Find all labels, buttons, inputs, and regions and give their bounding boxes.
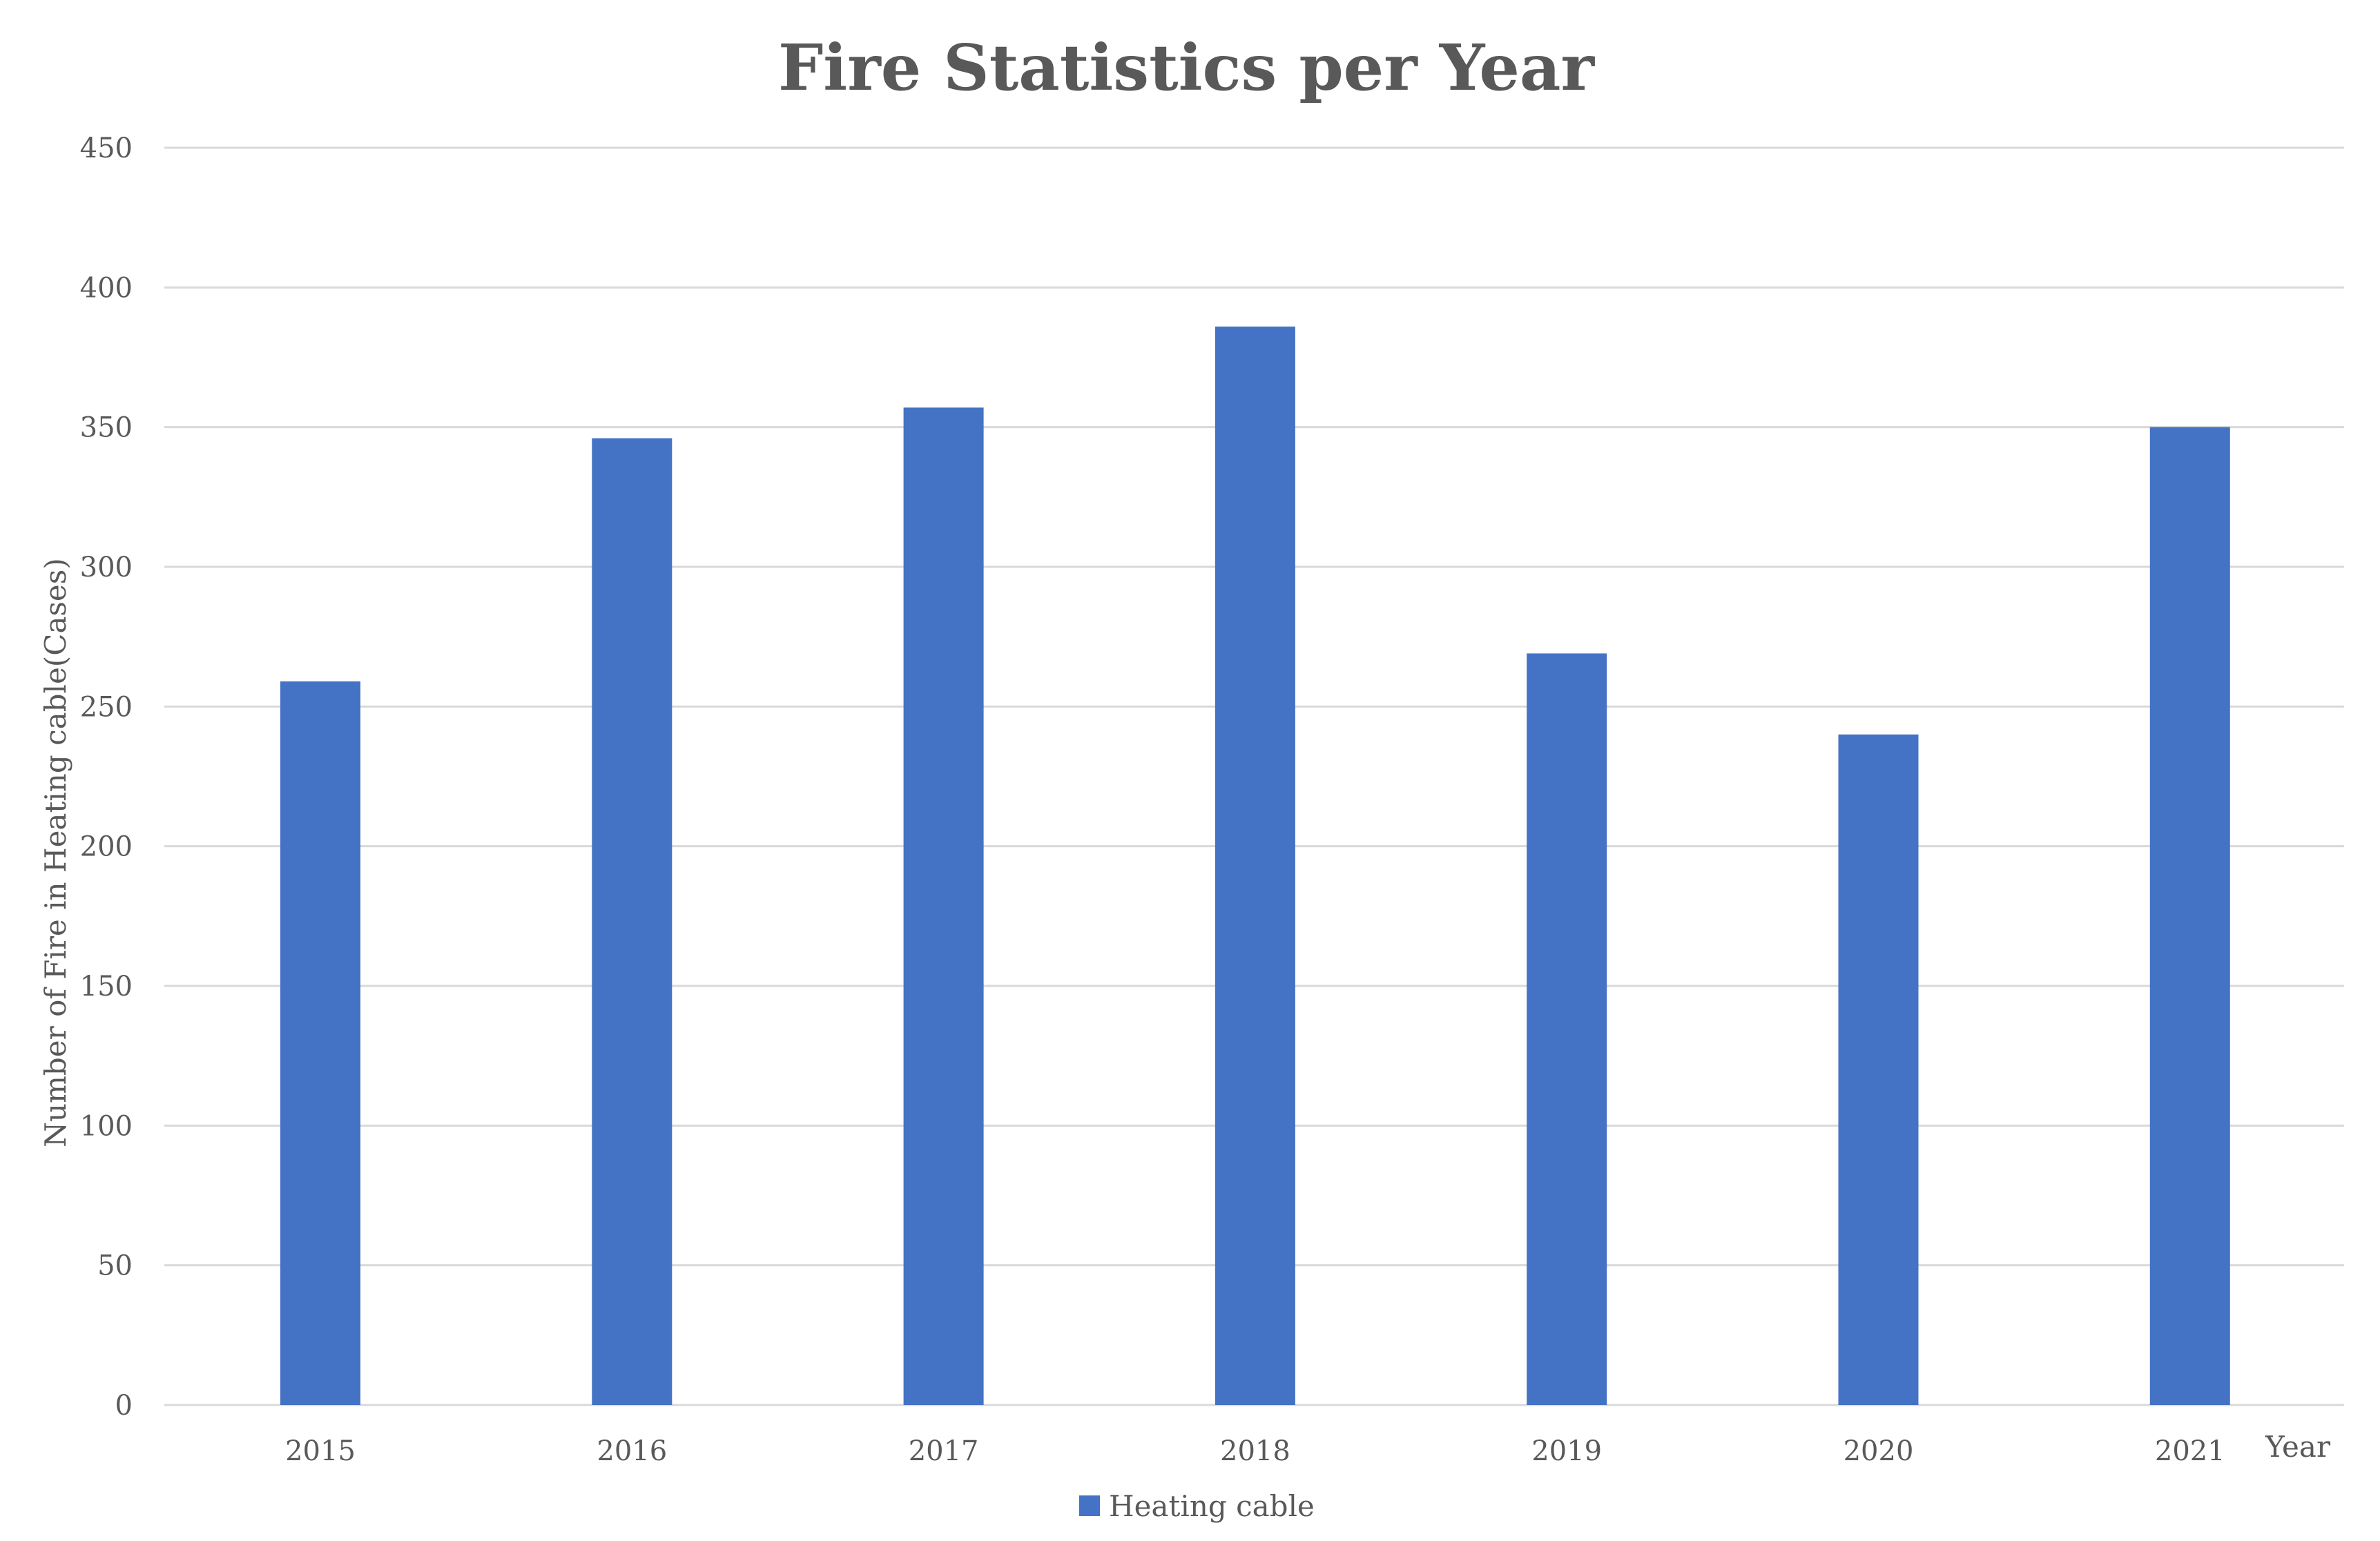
- bar-2017: [903, 407, 984, 1405]
- y-tick-label-0: 0: [115, 1390, 133, 1422]
- x-tick-label-2019: 2019: [1531, 1435, 1602, 1467]
- y-tick-label-400: 400: [80, 272, 133, 304]
- bar-2016: [592, 438, 673, 1406]
- bar-2020: [1838, 734, 1919, 1405]
- chart-title: Fire Statistics per Year: [778, 30, 1596, 105]
- x-axis-tick-labels: 2015 2016 2017 2018 2019 2020 2021: [285, 1435, 2225, 1467]
- y-tick-label-100: 100: [80, 1110, 133, 1142]
- legend-label-heating-cable: Heating cable: [1109, 1489, 1315, 1523]
- y-axis-tick-labels: 0 50 100 150 200 250 300 350 400 450: [80, 133, 133, 1422]
- x-tick-label-2021: 2021: [2155, 1435, 2225, 1467]
- x-tick-label-2020: 2020: [1844, 1435, 1914, 1467]
- y-axis-label: Number of Fire in Heating cable(Cases): [39, 558, 72, 1147]
- legend-swatch-heating-cable: [1079, 1495, 1100, 1516]
- bar-2021: [2149, 427, 2230, 1405]
- bar-2018: [1215, 326, 1295, 1405]
- x-axis-label: Year: [2265, 1430, 2331, 1464]
- y-tick-label-200: 200: [80, 831, 133, 863]
- y-tick-label-50: 50: [97, 1250, 133, 1282]
- x-tick-label-2017: 2017: [909, 1435, 979, 1467]
- bar-2015: [280, 681, 360, 1405]
- bar-2019: [1527, 653, 1607, 1405]
- y-tick-label-300: 300: [80, 552, 133, 583]
- y-tick-label-350: 350: [80, 412, 133, 444]
- x-tick-label-2016: 2016: [597, 1435, 667, 1467]
- legend: Heating cable: [1079, 1489, 1315, 1523]
- bars: [280, 326, 2230, 1406]
- y-tick-label-450: 450: [80, 133, 133, 164]
- y-tick-label-250: 250: [80, 691, 133, 723]
- y-tick-label-150: 150: [80, 971, 133, 1002]
- x-tick-label-2018: 2018: [1220, 1435, 1290, 1467]
- x-tick-label-2015: 2015: [285, 1435, 356, 1467]
